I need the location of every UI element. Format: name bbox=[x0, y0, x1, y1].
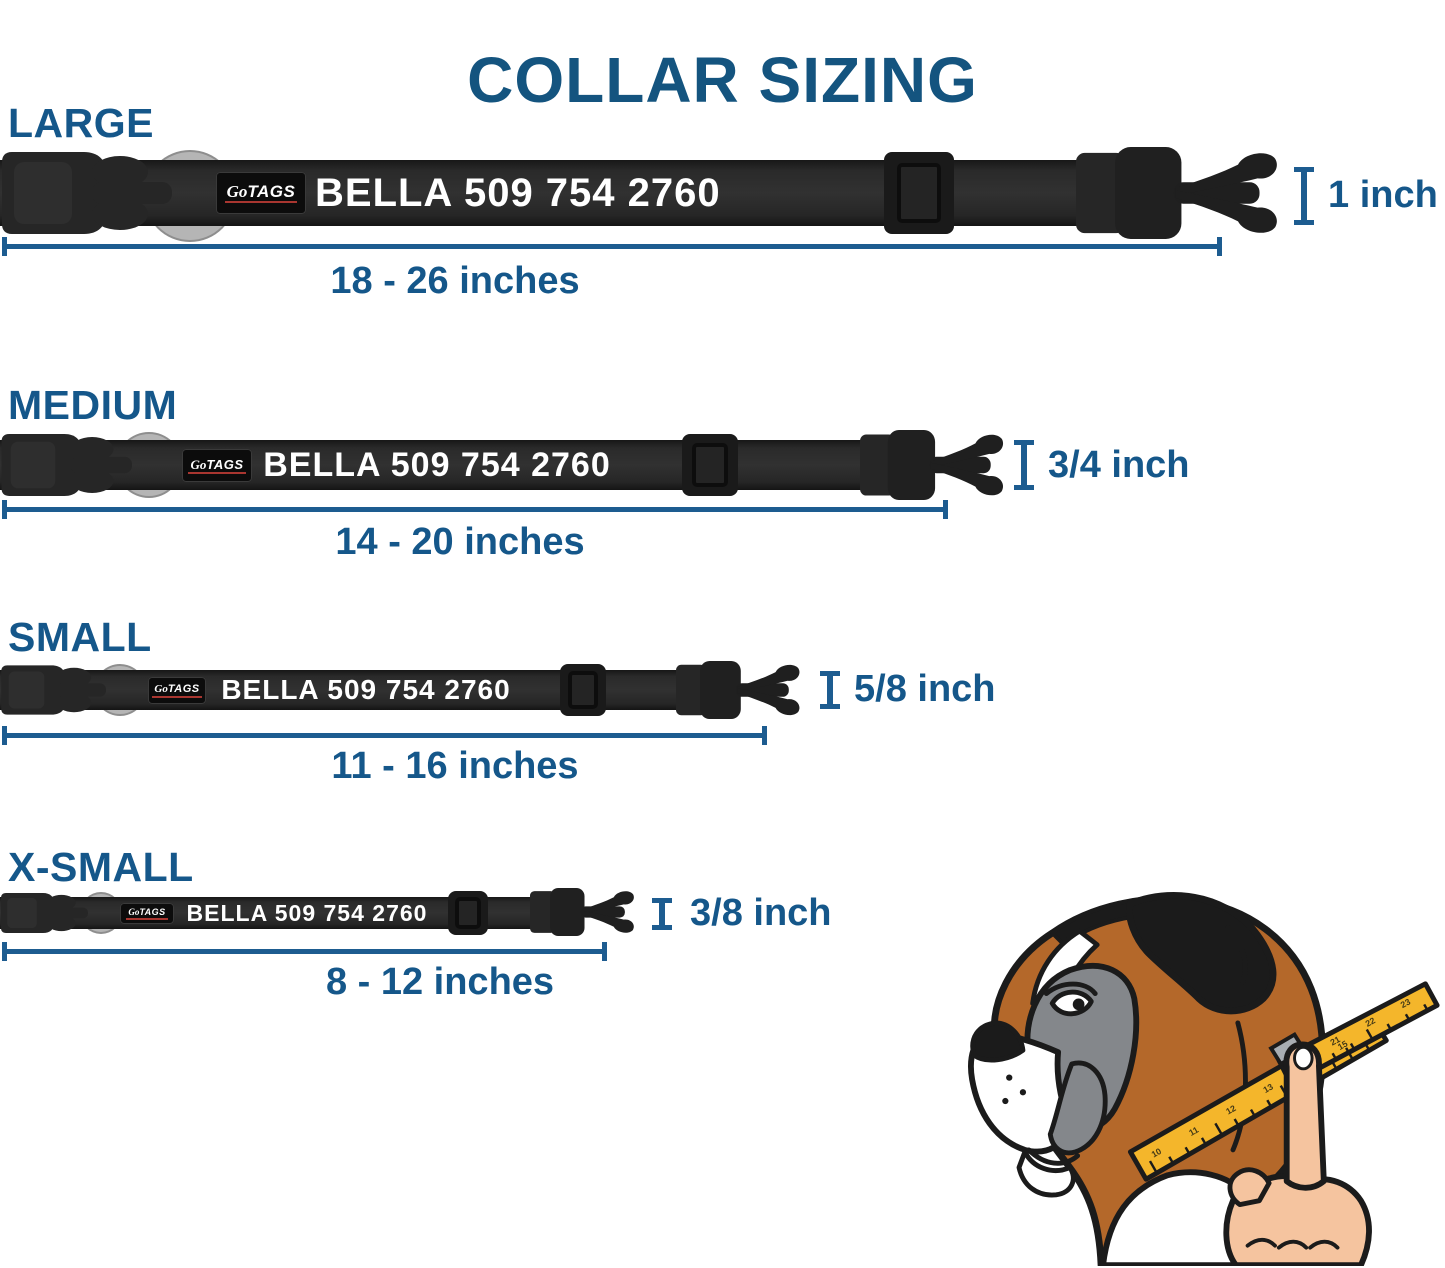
svg-text:10: 10 bbox=[1150, 1146, 1164, 1160]
male-buckle-icon bbox=[1076, 147, 1277, 239]
svg-text:15: 15 bbox=[1336, 1038, 1350, 1052]
svg-text:22: 22 bbox=[1364, 1015, 1377, 1028]
dog-head bbox=[968, 891, 1326, 1266]
brand-script: Go bbox=[190, 456, 207, 472]
hand bbox=[1223, 1041, 1372, 1266]
brand-logo: GoTAGS bbox=[152, 682, 202, 698]
page-title: COLLAR SIZING bbox=[467, 43, 978, 116]
svg-text:21: 21 bbox=[1328, 1034, 1341, 1047]
collar-strap bbox=[0, 670, 706, 710]
width-indicator bbox=[1294, 167, 1314, 225]
collar-personalization-text: BELLA 509 754 2760 bbox=[263, 446, 611, 484]
brand-rest: TAGS bbox=[247, 182, 296, 201]
d-ring bbox=[96, 666, 144, 714]
collar-personalization-text: BELLA 509 754 2760 bbox=[221, 674, 511, 705]
brand-script: Go bbox=[128, 906, 140, 917]
brand-script: Go bbox=[154, 682, 168, 695]
male-buckle-icon bbox=[860, 430, 1004, 500]
tri-glide-slider bbox=[448, 891, 488, 935]
tri-glide-slider bbox=[884, 152, 954, 234]
width-indicator bbox=[652, 898, 672, 930]
width-indicator bbox=[1014, 440, 1034, 490]
length-range-label: 8 - 12 inches bbox=[325, 961, 555, 1003]
female-buckle-icon bbox=[1, 434, 132, 496]
size-label: X-SMALL bbox=[8, 844, 194, 890]
length-range-label: 11 - 16 inches bbox=[331, 745, 579, 787]
width-label: 3/4 inch bbox=[1048, 444, 1190, 486]
brand-logo: GoTAGS bbox=[224, 182, 298, 203]
brand-patch: GoTAGS bbox=[148, 677, 206, 704]
width-label: 1 inch bbox=[1328, 174, 1438, 216]
brand-rest: TAGS bbox=[139, 906, 166, 917]
female-buckle-icon bbox=[1, 892, 88, 934]
collar-personalization-text: BELLA 509 754 2760 bbox=[186, 900, 428, 926]
d-ring bbox=[146, 152, 234, 240]
size-label: SMALL bbox=[8, 614, 152, 660]
svg-text:23: 23 bbox=[1399, 997, 1412, 1010]
dog-measurement-illustration: 10111213141520212223 bbox=[968, 891, 1440, 1266]
brand-patch: GoTAGS bbox=[182, 449, 252, 482]
female-buckle-icon bbox=[1, 665, 106, 715]
brand-logo: GoTAGS bbox=[126, 906, 168, 920]
length-range-label: 14 - 20 inches bbox=[335, 521, 585, 563]
length-measure-line bbox=[2, 726, 767, 745]
collar-strap bbox=[0, 160, 1128, 226]
male-buckle-icon bbox=[676, 661, 800, 719]
brand-rest: TAGS bbox=[167, 682, 200, 695]
collar-strap bbox=[0, 440, 905, 490]
length-measure-line bbox=[2, 500, 948, 519]
brand-script: Go bbox=[226, 182, 248, 201]
width-label: 3/8 inch bbox=[690, 892, 832, 934]
svg-text:12: 12 bbox=[1224, 1103, 1238, 1117]
female-buckle-icon bbox=[2, 152, 172, 234]
length-measure-line bbox=[2, 942, 607, 961]
brand-logo: GoTAGS bbox=[188, 456, 246, 474]
d-ring bbox=[82, 894, 120, 932]
length-range-label: 18 - 26 inches bbox=[330, 260, 580, 302]
brand-rest: TAGS bbox=[206, 456, 244, 472]
brand-patch: GoTAGS bbox=[120, 903, 174, 924]
collar-personalization-text: BELLA 509 754 2760 bbox=[315, 171, 721, 215]
tri-glide-slider bbox=[560, 664, 606, 716]
svg-text:11: 11 bbox=[1187, 1125, 1200, 1138]
length-measure-line bbox=[2, 237, 1222, 256]
width-indicator bbox=[820, 671, 840, 709]
width-label: 5/8 inch bbox=[854, 668, 996, 710]
size-label: MEDIUM bbox=[8, 382, 178, 428]
d-ring bbox=[118, 434, 180, 496]
brand-patch: GoTAGS bbox=[216, 172, 306, 214]
tri-glide-slider bbox=[682, 434, 738, 496]
svg-text:13: 13 bbox=[1261, 1081, 1275, 1095]
male-buckle-icon bbox=[530, 888, 634, 936]
collar-strap bbox=[0, 897, 560, 929]
